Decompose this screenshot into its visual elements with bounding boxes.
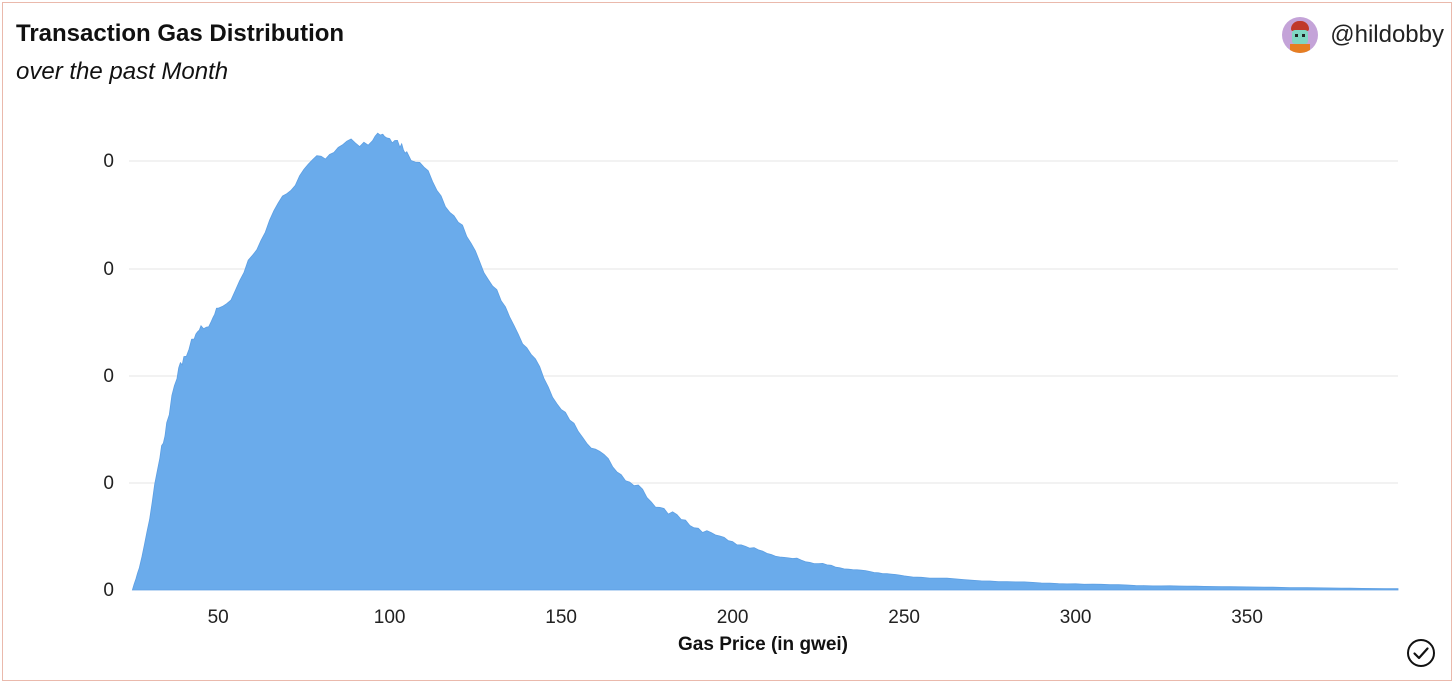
x-tick-label: 100 [374,607,406,628]
x-axis-title: Gas Price (in gwei) [678,634,848,655]
avatar-icon [1282,17,1319,53]
author-badge[interactable]: @hildobby [1282,17,1444,53]
distribution-area[interactable] [131,132,1399,591]
chart-title: Transaction Gas Distribution [16,20,345,47]
x-tick-label: 300 [1060,607,1092,628]
y-tick-label: 0 [103,151,114,172]
y-tick-label: 0 [103,580,114,601]
x-tick-label: 250 [888,607,920,628]
chart-subtitle: over the past Month [16,58,229,85]
y-tick-label: 0 [103,473,114,494]
x-tick-label: 200 [717,607,749,628]
x-tick-label: 350 [1231,607,1263,628]
x-axis-ticks: 50 100 150 200 250 300 350 [208,607,1263,628]
y-tick-label: 0 [103,366,114,387]
y-axis-ticks: 0 0 0 0 0 [103,151,114,601]
author-handle[interactable]: @hildobby [1330,21,1444,48]
x-tick-label: 50 [208,607,229,628]
x-tick-label: 150 [545,607,577,628]
series-layer [131,132,1399,591]
y-tick-label: 0 [103,259,114,280]
check-circle-icon[interactable] [1406,638,1436,668]
